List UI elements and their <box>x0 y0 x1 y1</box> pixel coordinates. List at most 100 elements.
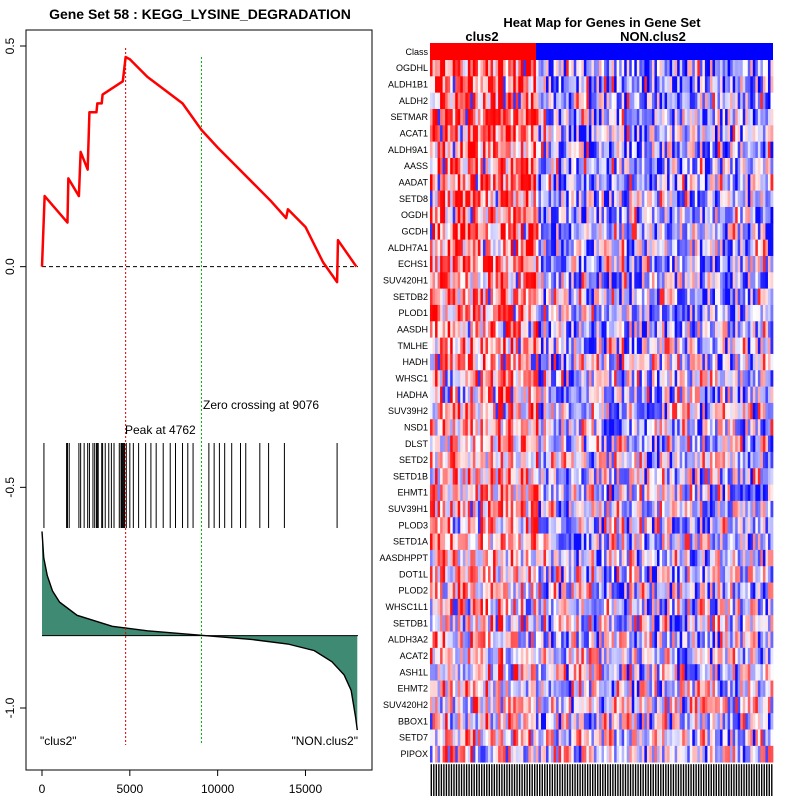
heatmap-cell <box>672 598 675 616</box>
heatmap-cell <box>538 157 542 175</box>
heatmap-cell <box>548 125 552 142</box>
heatmap-cell <box>697 631 701 649</box>
heatmap-cell <box>667 566 670 583</box>
heatmap-cell <box>760 141 764 159</box>
heatmap-cell <box>709 435 713 453</box>
heatmap-cell <box>500 288 504 306</box>
heatmap-cell <box>452 468 456 485</box>
heatmap-cell <box>442 223 446 240</box>
heatmap-cell <box>523 239 527 257</box>
heatmap-cell <box>722 451 726 469</box>
heatmap-cell <box>747 125 751 142</box>
heatmap-cell <box>460 125 464 142</box>
heatmap-cell <box>765 631 769 649</box>
heatmap-cell <box>631 92 635 110</box>
heatmap-cell <box>477 402 481 420</box>
heatmap-cell <box>727 353 731 371</box>
heatmap-cell <box>720 435 723 453</box>
heatmap-cell <box>430 239 433 257</box>
heatmap-cell <box>462 353 466 371</box>
heatmap-cell <box>500 157 504 175</box>
heatmap-cell <box>609 304 612 322</box>
heatmap-cell <box>588 451 592 469</box>
heatmap-cell <box>566 451 570 469</box>
heatmap-cell <box>556 255 559 273</box>
heatmap-cell <box>697 615 701 632</box>
heatmap-cell <box>490 435 494 453</box>
heatmap-cell <box>558 582 562 600</box>
heatmap-cell <box>573 76 577 94</box>
heatmap-cell <box>714 402 718 420</box>
heatmap-cell <box>755 402 759 420</box>
heatmap-cell <box>485 157 489 175</box>
heatmap-cell <box>687 288 691 306</box>
heatmap-cell <box>664 272 668 289</box>
heatmap-cell <box>672 92 675 110</box>
heatmap-cell <box>430 272 433 289</box>
heatmap-cell <box>722 223 726 240</box>
heatmap-cell <box>624 141 628 159</box>
heatmap-cell <box>573 321 577 338</box>
heatmap-cell <box>682 288 686 306</box>
heatmap-cell <box>596 60 600 77</box>
heatmap-cell <box>742 500 746 518</box>
heatmap-cell <box>752 533 756 551</box>
heatmap-cell <box>651 337 655 355</box>
heatmap-cell <box>662 206 665 224</box>
heatmap-cell <box>687 435 691 453</box>
heatmap-cell <box>583 451 587 469</box>
heatmap-cell <box>548 370 552 387</box>
heatmap-cell <box>664 517 668 534</box>
ranked-metric-layer <box>41 531 358 731</box>
heatmap-cell <box>566 288 570 306</box>
heatmap-cell <box>450 517 454 534</box>
heatmap-cell <box>490 92 494 110</box>
heatmap-cell <box>614 370 617 387</box>
heatmap-cell <box>634 288 638 306</box>
heatmap-cell <box>659 174 663 191</box>
heatmap-cell <box>593 60 597 77</box>
heatmap-cell <box>770 370 774 387</box>
heatmap-cell <box>689 402 693 420</box>
heatmap-cell <box>568 353 572 371</box>
heatmap-cell <box>566 582 570 600</box>
heatmap-cell <box>664 76 668 94</box>
heatmap-cell <box>614 255 617 273</box>
heatmap-cell <box>745 157 749 175</box>
heatmap-cell <box>707 321 711 338</box>
heatmap-cell <box>553 500 557 518</box>
heatmap-cell <box>596 484 600 502</box>
heatmap-cell <box>697 517 701 534</box>
heatmap-cell <box>677 631 681 649</box>
heatmap-cell <box>752 435 756 453</box>
heatmap-cell <box>735 108 739 126</box>
heatmap-cell <box>750 239 754 257</box>
heatmap-cell <box>495 272 499 289</box>
heatmap-cell <box>581 272 585 289</box>
heatmap-cell <box>482 337 486 355</box>
heatmap-cell <box>558 255 562 273</box>
heatmap-cell <box>525 484 529 502</box>
heatmap-cell <box>452 288 456 306</box>
heatmap-cell <box>697 451 701 469</box>
heatmap-cell <box>493 353 496 371</box>
heatmap-cell <box>546 223 549 240</box>
heatmap-cell <box>641 484 645 502</box>
heatmap-cell <box>616 386 620 404</box>
heatmap-cell <box>480 582 484 600</box>
heatmap-cell <box>583 419 587 436</box>
heatmap-cell <box>452 370 456 387</box>
heatmap-cell <box>435 370 438 387</box>
heatmap-cell <box>490 304 494 322</box>
heatmap-cell <box>493 108 496 126</box>
heatmap-cell <box>639 435 643 453</box>
heatmap-cell <box>714 370 718 387</box>
heatmap-cell <box>528 386 532 404</box>
heatmap-cell <box>631 239 635 257</box>
heatmap-cell <box>528 566 532 583</box>
heatmap-cell <box>467 451 471 469</box>
heatmap-cell <box>684 500 688 518</box>
heatmap-cell <box>730 223 733 240</box>
class-bar-non-clus2 <box>536 43 773 60</box>
heatmap-cell <box>747 255 751 273</box>
